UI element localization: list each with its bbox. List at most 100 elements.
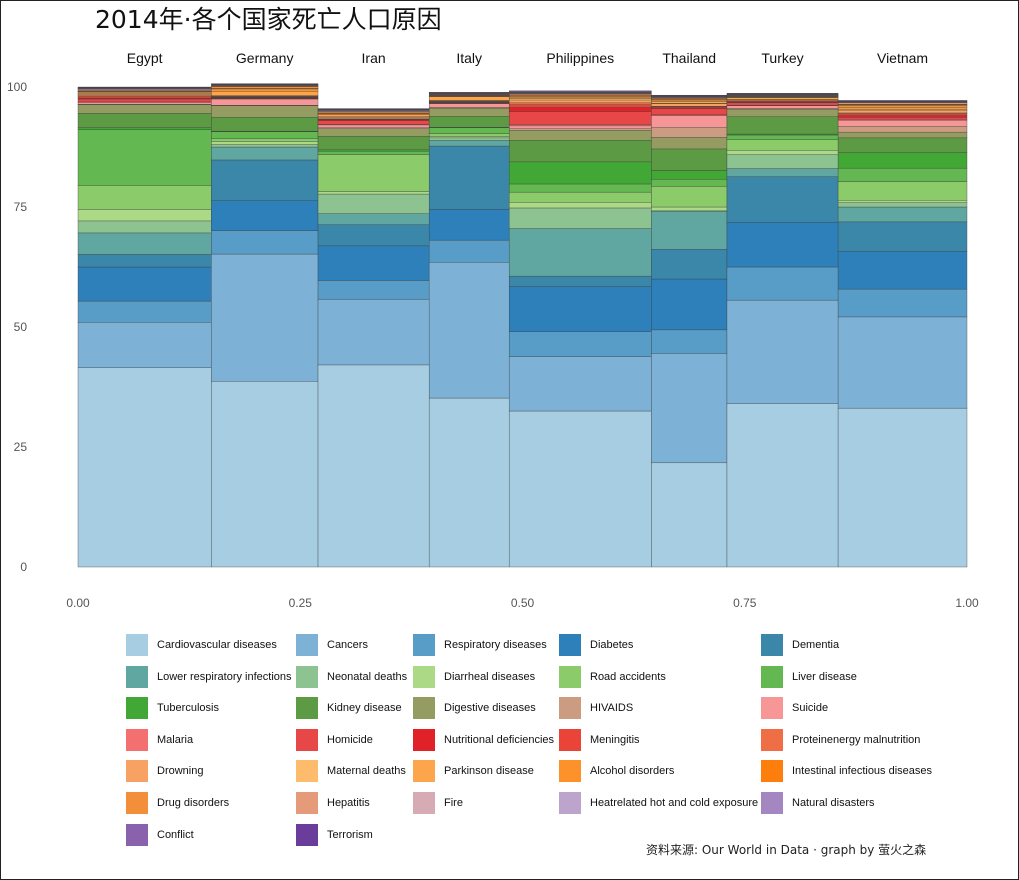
legend-swatch <box>126 665 148 688</box>
bar-segment-italy-diabetes <box>428 209 510 241</box>
bar-segment-iran-parkinson-disease <box>317 114 430 117</box>
legend-label: Malaria <box>157 733 194 746</box>
bar-segment-italy-kidney-disease <box>428 116 510 128</box>
x-tick-label: 0.75 <box>733 596 757 610</box>
bar-segment-philippines-proteinenergy-malnutrition <box>508 102 652 105</box>
bar-segment-egypt-dementia <box>77 254 212 268</box>
bar-segment-italy-respiratory-diseases <box>428 239 510 263</box>
bar-segment-philippines-diarrheal-diseases <box>508 202 652 209</box>
legend-swatch <box>761 665 783 688</box>
legend-label: HIVAIDS <box>590 702 634 715</box>
bar-segment-egypt-lower-respiratory-infections <box>77 232 212 255</box>
bar-segment-iran-homicide <box>317 120 430 125</box>
bar-segment-turkey-cancers <box>726 299 839 404</box>
legend-swatch <box>559 792 581 814</box>
bar-segment-iran-cardiovascular-diseases <box>317 364 430 568</box>
legend-item-cancers: Cancers <box>296 634 368 656</box>
legend-item-proteinenergy-malnutrition: Proteinenergy malnutrition <box>761 728 920 751</box>
legend-label: Neonatal deaths <box>327 670 408 683</box>
legend-item-hepatitis: Hepatitis <box>296 792 370 814</box>
bar-segment-vietnam-suicide <box>837 119 968 127</box>
bar-segment-egypt-digestive-diseases <box>77 104 212 114</box>
bar-segment-philippines-road-accidents <box>508 191 652 203</box>
legend-swatch <box>126 634 148 656</box>
bar-segment-vietnam-road-accidents <box>837 181 968 201</box>
legend-swatch <box>559 697 581 720</box>
legend-swatch <box>296 792 318 814</box>
bar-segment-germany-dementia <box>211 159 319 201</box>
legend-swatch <box>413 760 435 783</box>
legend-item-drowning: Drowning <box>126 760 203 783</box>
bar-segment-iran-cancers <box>317 298 430 366</box>
bar-segment-vietnam-diarrheal-diseases <box>837 200 968 203</box>
bar-segment-germany-diarrheal-diseases <box>211 141 319 145</box>
bar-segment-thailand-homicide <box>651 108 728 116</box>
legend-swatch <box>126 760 148 783</box>
facet-label-italy: Italy <box>456 50 482 66</box>
legend-label: Lower respiratory infections <box>157 670 292 683</box>
bar-segment-germany-suicide <box>211 98 319 106</box>
legend-label: Dementia <box>792 639 840 651</box>
bar-segment-iran-diabetes <box>317 245 430 281</box>
bar-segment-thailand-cancers <box>651 353 728 464</box>
legend-item-heatrelated-hot-and-cold-exposure: Heatrelated hot and cold exposure <box>559 792 758 814</box>
bar-segment-thailand-liver-disease <box>651 178 728 187</box>
bar-segment-thailand-tuberculosis <box>651 170 728 180</box>
bar-segment-turkey-road-accidents <box>726 139 839 151</box>
legend-label: Diarrheal diseases <box>444 670 536 683</box>
bar-segment-philippines-neonatal-deaths <box>508 207 652 229</box>
bar-segment-philippines-digestive-diseases <box>508 130 652 141</box>
legend-item-terrorism: Terrorism <box>296 823 373 846</box>
bar-segment-turkey-diarrheal-diseases <box>726 150 839 155</box>
legend-swatch <box>761 792 783 814</box>
legend-label: Road accidents <box>590 670 666 683</box>
legend-label: Respiratory diseases <box>444 639 547 651</box>
legend-swatch <box>126 823 148 846</box>
legend-item-road-accidents: Road accidents <box>559 665 666 688</box>
bar-segment-egypt-liver-disease <box>77 129 212 186</box>
bar-segment-philippines-kidney-disease <box>508 140 652 163</box>
bar-segment-egypt-kidney-disease <box>77 113 212 128</box>
legend-item-meningitis: Meningitis <box>559 728 640 751</box>
bar-segment-egypt-meningitis <box>77 96 212 99</box>
y-tick-label: 100 <box>7 80 27 94</box>
y-tick-label: 0 <box>20 560 27 574</box>
legend-label: Hepatitis <box>327 797 370 809</box>
legend-swatch <box>413 792 435 814</box>
legend-item-natural-disasters: Natural disasters <box>761 792 875 814</box>
facet-label-vietnam: Vietnam <box>877 50 928 66</box>
bar-segment-turkey-parkinson-disease <box>726 97 839 100</box>
bar-segment-thailand-lower-respiratory-infections <box>651 211 728 250</box>
facet-label-philippines: Philippines <box>546 50 614 66</box>
bar-segment-italy-lower-respiratory-infections <box>428 140 510 147</box>
bar-segment-iran-kidney-disease <box>317 136 430 151</box>
legend-item-conflict: Conflict <box>126 823 194 846</box>
legend-label: Alcohol disorders <box>590 765 675 778</box>
chart-title: 2014年·各个国家死亡人口原因 <box>95 5 442 34</box>
x-tick-label: 0.25 <box>289 596 313 610</box>
legend-item-diabetes: Diabetes <box>559 634 633 656</box>
bar-segment-vietnam-liver-disease <box>837 167 968 182</box>
legend-swatch <box>559 728 581 751</box>
legend-item-parkinson-disease: Parkinson disease <box>413 760 534 783</box>
legend-label: Drug disorders <box>157 797 230 809</box>
bar-segment-egypt-suicide <box>77 102 212 105</box>
bar-segment-philippines-meningitis <box>508 104 652 108</box>
bar-segment-iran-liver-disease <box>317 151 430 155</box>
bar-segment-philippines-suicide <box>508 125 652 129</box>
bar-segment-italy-cancers <box>428 262 510 399</box>
bar-segment-turkey-cardiovascular-diseases <box>726 403 839 568</box>
bar-segment-egypt-drowning <box>77 94 212 96</box>
bar-segment-iran-road-accidents <box>317 154 430 192</box>
y-tick-label: 75 <box>14 200 28 214</box>
bar-segment-thailand-diarrheal-diseases <box>651 206 728 212</box>
legend-item-fire: Fire <box>413 792 463 814</box>
bar-segment-vietnam-hepatitis <box>837 102 968 105</box>
bar-segment-iran-suicide <box>317 124 430 128</box>
bar-segment-turkey-suicide <box>726 105 839 109</box>
legend-label: Parkinson disease <box>444 765 534 778</box>
legend-item-alcohol-disorders: Alcohol disorders <box>559 760 675 783</box>
bar-segment-thailand-hivaids <box>651 127 728 138</box>
legend-item-intestinal-infectious-diseases: Intestinal infectious diseases <box>761 760 932 783</box>
legend-item-neonatal-deaths: Neonatal deaths <box>296 665 408 688</box>
